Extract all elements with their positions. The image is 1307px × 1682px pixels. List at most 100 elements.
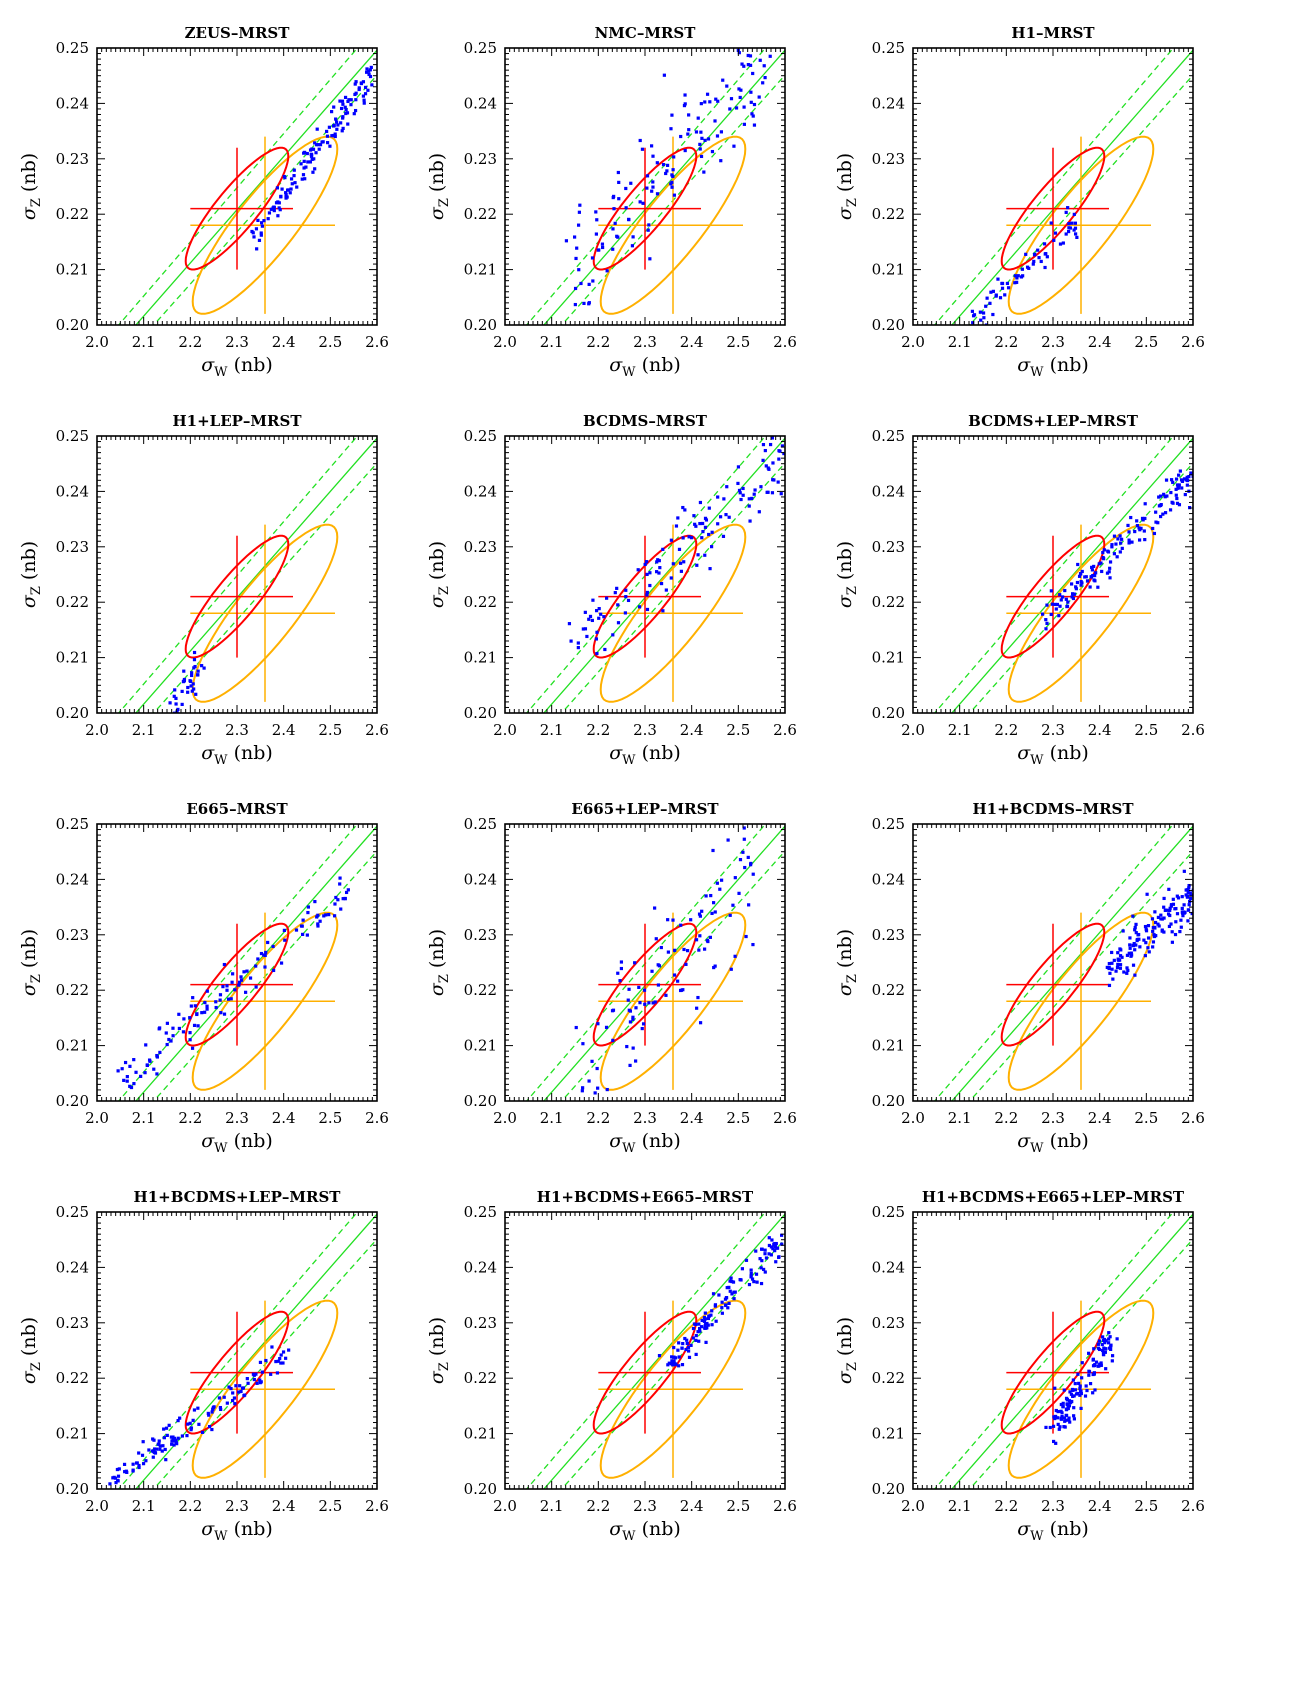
data-point: [1141, 518, 1145, 522]
data-point: [259, 233, 263, 237]
data-point: [1159, 913, 1163, 917]
data-point: [218, 998, 222, 1002]
data-point: [746, 53, 750, 58]
data-point: [137, 1463, 141, 1468]
data-point: [1099, 1363, 1103, 1367]
data-point: [1080, 1361, 1084, 1365]
x-axis-unit: (nb): [636, 1130, 681, 1152]
data-point: [677, 1341, 681, 1345]
x-tick-label: 2.5: [726, 333, 750, 351]
y-tick-label: 0.23: [56, 926, 89, 944]
data-point: [978, 310, 982, 314]
data-point: [1006, 286, 1011, 290]
data-point: [777, 1255, 781, 1259]
data-point: [742, 122, 746, 126]
data-point: [1073, 1382, 1077, 1386]
y-tick-label: 0.24: [872, 482, 905, 500]
data-point: [769, 1245, 773, 1249]
data-point: [767, 1243, 772, 1248]
chart-panel: 2.0 2.1 2.2 2.3 2.4 2.5 2.60.200.210.220.230.2…: [834, 412, 1205, 768]
data-point: [336, 898, 340, 902]
data-point: [714, 1319, 718, 1323]
data-point: [313, 899, 317, 904]
data-point: [716, 522, 720, 526]
data-point: [1060, 1415, 1064, 1419]
data-point: [1162, 916, 1166, 920]
data-point: [1076, 1372, 1080, 1376]
data-point: [704, 518, 709, 522]
data-point: [145, 1063, 149, 1067]
data-point: [646, 228, 650, 232]
data-point: [171, 1034, 175, 1038]
data-point: [186, 690, 190, 694]
data-point: [748, 63, 753, 67]
data-point: [252, 1377, 256, 1382]
data-point: [740, 62, 744, 66]
data-point: [141, 1462, 146, 1466]
data-point: [710, 1323, 714, 1327]
data-point: [160, 1449, 164, 1453]
data-point: [703, 1322, 708, 1326]
y-axis-symbol: σ: [426, 594, 448, 608]
data-point: [308, 160, 312, 164]
data-point: [744, 934, 748, 939]
data-point: [1072, 228, 1076, 232]
data-point: [602, 615, 606, 619]
data-point: [698, 521, 702, 526]
data-point: [761, 42, 764, 45]
data-point: [343, 105, 347, 109]
data-point: [347, 98, 351, 102]
x-axis-label: σW (nb): [609, 354, 681, 380]
data-point: [218, 993, 223, 997]
data-point: [747, 903, 751, 907]
y-tick-label: 0.21: [464, 1037, 497, 1055]
data-point: [1107, 966, 1111, 971]
x-axis-unit: (nb): [228, 742, 273, 764]
data-point: [1176, 473, 1181, 477]
plot-area: [933, 48, 1193, 325]
data-point: [144, 1043, 148, 1047]
data-point: [279, 1353, 283, 1357]
data-point: [1072, 212, 1076, 216]
data-point: [155, 1053, 159, 1058]
data-point: [695, 563, 699, 567]
data-point: [354, 98, 358, 102]
data-point: [1058, 604, 1062, 608]
data-point: [1093, 573, 1097, 578]
data-point: [1170, 930, 1174, 934]
data-point: [333, 134, 337, 139]
data-point: [1032, 259, 1036, 264]
data-point: [203, 1000, 207, 1005]
data-point: [693, 522, 697, 526]
data-point: [698, 500, 703, 505]
data-point: [1078, 1393, 1082, 1397]
data-point: [605, 1087, 609, 1092]
data-point: [1169, 904, 1173, 908]
data-point: [1130, 953, 1134, 957]
y-axis-unit: (nb): [18, 929, 40, 974]
data-point: [645, 593, 649, 597]
data-point: [338, 876, 342, 880]
data-point: [1062, 1388, 1066, 1392]
y-tick-label: 0.24: [464, 870, 497, 888]
data-point: [718, 887, 722, 891]
data-point: [1107, 1331, 1111, 1335]
data-point: [780, 1242, 784, 1246]
x-tick-label: 2.2: [994, 333, 1018, 351]
y-tick-label: 0.24: [56, 482, 89, 500]
data-point: [746, 855, 750, 859]
data-point: [1187, 903, 1191, 907]
data-point: [147, 1448, 151, 1452]
data-point: [305, 151, 309, 156]
x-tick-label: 2.6: [365, 1497, 389, 1515]
data-point: [766, 466, 770, 470]
data-point: [339, 907, 343, 911]
y-tick-label: 0.23: [464, 538, 497, 556]
y-axis-label: σZ (nb): [834, 929, 860, 996]
data-point: [1045, 603, 1049, 607]
data-point: [1143, 502, 1147, 506]
data-point: [715, 134, 720, 138]
y-tick-label: 0.22: [464, 1369, 497, 1387]
data-point: [362, 101, 366, 105]
y-tick-label: 0.20: [872, 1480, 905, 1498]
